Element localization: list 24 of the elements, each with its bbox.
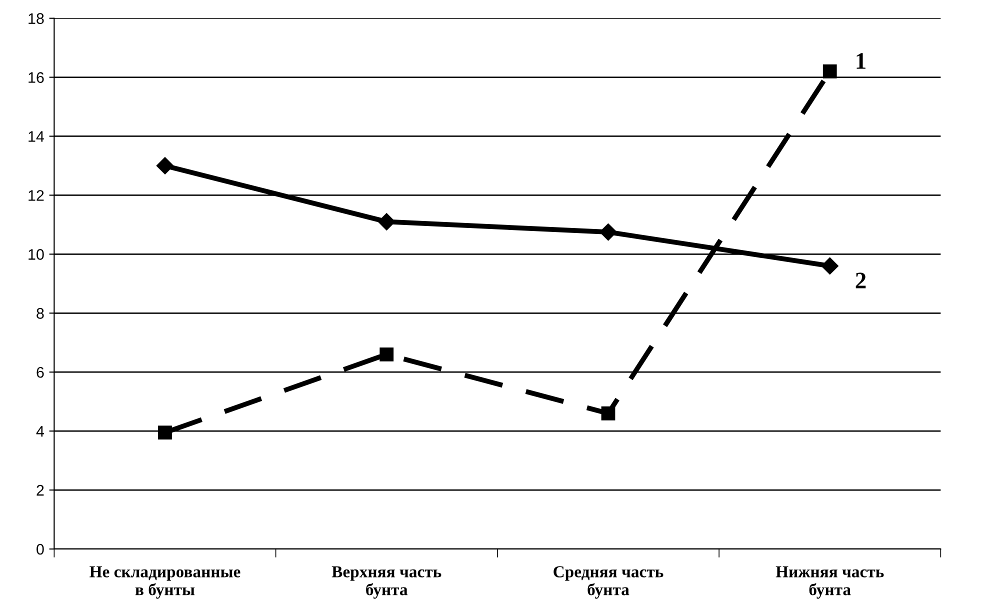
x-tick-label: Не складированные в бунты (90, 566, 240, 599)
y-tick-label: 0 (36, 544, 44, 555)
y-tick-label: 2 (36, 484, 44, 496)
point (380, 347, 394, 362)
point (378, 213, 396, 230)
point (821, 257, 838, 275)
y-tick-label: 8 (36, 308, 44, 319)
point (156, 157, 174, 174)
series-label: 1 (856, 53, 866, 69)
series-label: 2 (856, 272, 866, 288)
point (601, 406, 616, 420)
point (600, 224, 617, 241)
x-tick-label: Средняя часть бунта (554, 566, 664, 599)
y-tick-label: 16 (28, 72, 44, 83)
y-tick-label: 6 (36, 366, 44, 378)
y-tick-label: 12 (28, 190, 44, 201)
point (158, 426, 172, 440)
y-tick-label: 18 (28, 13, 44, 24)
point (822, 64, 837, 78)
x-tick-label: Нижняя часть бунта (776, 566, 884, 599)
y-tick-label: 14 (28, 131, 44, 142)
y-tick-label: 4 (36, 426, 44, 437)
x-tick-label: Верхняя часть бунта (332, 566, 442, 599)
y-tick-label: 10 (28, 249, 44, 260)
